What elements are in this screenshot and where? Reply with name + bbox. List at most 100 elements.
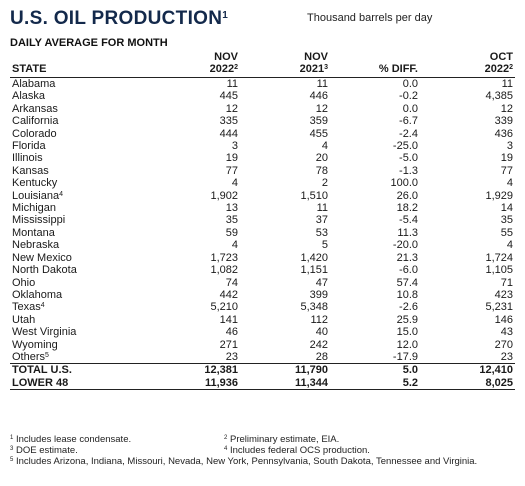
oct2022-cell: 339 [494, 115, 513, 128]
col-nov2022-header-top: NOV [214, 51, 238, 63]
diff-cell: -0.2 [399, 90, 418, 103]
diff-cell: 12.0 [396, 338, 418, 351]
col-nov2021-header: 20213 [240, 63, 330, 78]
nov2021-cell: 20 [315, 152, 328, 165]
table-row: Nebraska 4 5 -20.0 4 [10, 239, 515, 251]
oct2022-cell: 1,929 [485, 189, 513, 202]
table-body: Alabama 11 11 0.0 11 Alaska 445 446 -0.2 4,385 Ark… [10, 78, 515, 391]
state-cell: Ohio [12, 276, 36, 289]
total-state-cell: LOWER 48 [10, 376, 150, 391]
table-row: Oklahoma 442 399 10.8 423 [10, 289, 515, 301]
total-row: LOWER 48 11,936 11,344 5.2 8,025 [10, 376, 515, 391]
total-diff-cell: 5.2 [330, 376, 420, 391]
oct2022-cell: 1,724 [485, 251, 513, 264]
table-row: Alaska 445 446 -0.2 4,385 [10, 90, 515, 102]
nov2022-cell: 35 [225, 214, 238, 227]
production-table: NOV NOV OCT STATE 20222 20213 % DIFF. 20… [10, 51, 515, 391]
oct2022-cell: 11 [501, 78, 513, 90]
oct2022-cell: 270 [494, 338, 513, 351]
total-diff-cell: 5.0 [330, 363, 420, 377]
state-cell: Wyoming [12, 338, 58, 351]
oct2022-cell: 14 [500, 202, 513, 215]
table-row: Michigan 13 11 18.2 14 [10, 202, 515, 214]
footnote-3: 3 DOE estimate. [10, 445, 78, 456]
col-diff-header: % DIFF. [330, 63, 420, 78]
diff-cell: -6.0 [399, 264, 418, 277]
diff-cell: -1.3 [399, 164, 418, 177]
state-cell: Kentucky [12, 177, 58, 190]
nov2022-cell: 77 [225, 164, 238, 177]
state-cell: Arkansas [12, 102, 58, 115]
diff-cell: 11.3 [397, 226, 418, 239]
nov2021-cell: 37 [315, 214, 328, 227]
col-state-header: STATE [10, 63, 150, 78]
diff-cell: 18.2 [396, 202, 418, 215]
diff-cell: 26.0 [396, 189, 418, 202]
state-cell: New Mexico [12, 251, 72, 264]
table-row: Mississippi 35 37 -5.4 35 [10, 214, 515, 226]
nov2021-cell: 11 [316, 78, 328, 90]
table-row: Illinois 19 20 -5.0 19 [10, 152, 515, 164]
diff-cell: -2.6 [399, 301, 418, 314]
nov2022-cell: 5,210 [210, 301, 238, 314]
state-cell: Alabama [12, 78, 56, 90]
total-oct2022-cell: 12,410 [420, 363, 515, 377]
diff-cell: 57.4 [396, 276, 418, 289]
footnote-4: 4 Includes federal OCS production. [224, 445, 370, 456]
oct2022-cell: 1,105 [485, 264, 513, 277]
nov2021-cell: 242 [309, 338, 328, 351]
oct2022-cell: 35 [500, 214, 513, 227]
nov2021-cell: 1,510 [300, 189, 328, 202]
table-row: Montana 59 53 11.3 55 [10, 227, 515, 239]
diff-cell: -6.7 [399, 115, 418, 128]
section-heading: DAILY AVERAGE FOR MONTH [10, 37, 168, 49]
nov2021-cell: 12 [315, 102, 328, 115]
nov2022-cell: 4 [231, 177, 238, 190]
nov2021-cell: 1,420 [300, 251, 328, 264]
nov2021-cell: 112 [310, 313, 328, 326]
table-row: Alabama 11 11 0.0 11 [10, 78, 515, 91]
diff-cell: 10.8 [396, 288, 418, 301]
state-cell: Oklahoma [12, 288, 63, 301]
total-state-cell: TOTAL U.S. [10, 363, 150, 377]
nov2022-cell: 74 [225, 276, 238, 289]
diff-cell: 15.0 [396, 326, 418, 339]
nov2022-cell: 13 [225, 202, 238, 215]
nov2022-cell: 23 [225, 350, 238, 363]
nov2022-cell: 442 [219, 288, 238, 301]
diff-cell: -5.4 [399, 214, 418, 227]
oct2022-cell: 12 [500, 102, 513, 115]
oct2022-cell: 4 [506, 239, 513, 252]
oct2022-cell: 55 [500, 226, 513, 239]
nov2021-cell: 40 [315, 326, 328, 339]
oct2022-cell: 436 [494, 127, 513, 140]
nov2022-cell: 271 [219, 338, 238, 351]
footnote-1: 1 Includes lease condensate. [10, 434, 132, 445]
col-nov2022-header: 20222 [150, 63, 240, 78]
nov2021-cell: 5,348 [300, 301, 328, 314]
nov2022-cell: 444 [219, 127, 238, 140]
nov2021-cell: 2 [321, 177, 328, 190]
nov2021-cell: 446 [309, 90, 328, 103]
state-cell: California [12, 115, 59, 128]
oct2022-cell: 71 [500, 276, 513, 289]
nov2022-cell: 141 [219, 313, 238, 326]
footnote-5: 5 Includes Arizona, Indiana, Missouri, N… [10, 456, 478, 467]
diff-cell: 0.0 [402, 102, 418, 115]
total-nov2022-cell: 11,936 [150, 376, 240, 391]
table-row: North Dakota 1,082 1,151 -6.0 1,105 [10, 264, 515, 276]
diff-cell: -25.0 [392, 140, 418, 153]
diff-cell: -5.0 [399, 152, 418, 165]
table-row: Florida 3 4 -25.0 3 [10, 140, 515, 152]
nov2021-cell: 28 [315, 350, 328, 363]
oct2022-cell: 43 [500, 326, 513, 339]
nov2022-cell: 12 [225, 102, 238, 115]
total-oct2022-cell: 8,025 [420, 376, 515, 391]
page-title: U.S. OIL PRODUCTION1 [10, 8, 229, 29]
total-nov2021-cell: 11,790 [240, 363, 330, 377]
table-row: Arkansas 12 12 0.0 12 [10, 103, 515, 115]
nov2021-cell: 4 [321, 140, 328, 153]
diff-cell: -2.4 [399, 127, 418, 140]
state-cell: Montana [12, 226, 55, 239]
table-row: Ohio 74 47 57.4 71 [10, 277, 515, 289]
